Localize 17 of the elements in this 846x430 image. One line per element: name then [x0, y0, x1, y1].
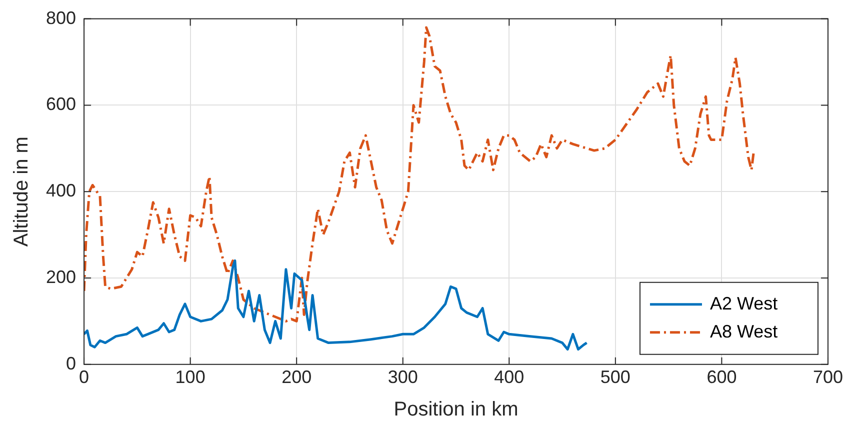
y-tick-label: 200 — [46, 266, 76, 287]
legend-label: A2 West — [710, 293, 778, 314]
legend-label: A8 West — [710, 321, 778, 342]
x-tick-label: 300 — [388, 367, 418, 388]
x-tick-label: 600 — [706, 367, 737, 388]
x-tick-label: 500 — [600, 367, 630, 388]
x-tick-label: 200 — [282, 367, 312, 388]
x-tick-label: 700 — [812, 367, 844, 388]
y-tick-label: 600 — [46, 94, 76, 114]
y-tick-label: 400 — [46, 180, 76, 201]
x-tick-label: 100 — [175, 367, 206, 388]
x-tick-label: 400 — [494, 367, 524, 388]
y-axis-title: Altitude in m — [10, 136, 33, 247]
x-axis-title: Position in km — [394, 398, 518, 421]
y-tick-label: 0 — [66, 353, 76, 374]
x-tick-label: 0 — [79, 367, 90, 388]
y-tick-label: 800 — [46, 8, 76, 28]
